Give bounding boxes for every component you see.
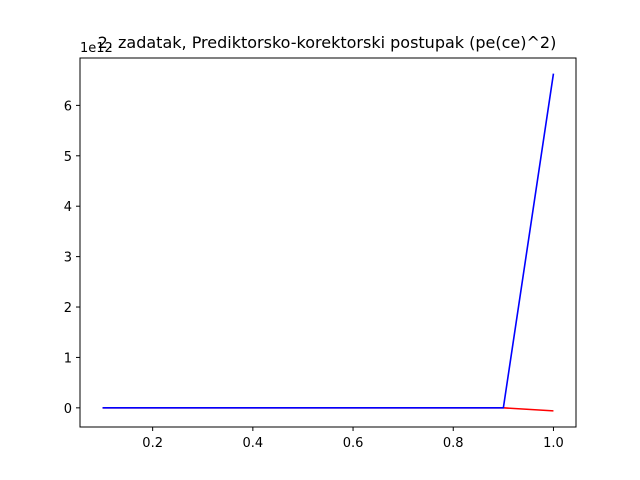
series-line-2 bbox=[102, 73, 555, 409]
chart-title: 2. zadatak, Prediktorsko-korektorski pos… bbox=[98, 33, 557, 52]
x-tick-label: 0.6 bbox=[343, 436, 364, 451]
y-tick-label: 0 bbox=[64, 402, 72, 417]
y-tick-label: 6 bbox=[64, 99, 72, 114]
axes-frame bbox=[79, 57, 577, 428]
y-tick-label: 5 bbox=[64, 150, 72, 165]
y-tick-label: 4 bbox=[64, 200, 72, 215]
y-tick-label: 2 bbox=[64, 301, 72, 316]
x-tick-label: 1.0 bbox=[543, 436, 564, 451]
y-tick-label: 3 bbox=[64, 251, 72, 266]
x-tick-label: 0.4 bbox=[243, 436, 264, 451]
plot-area: 0.2 0.4 0.6 0.8 1.0 0 1 2 3 4 5 6 bbox=[64, 57, 577, 451]
x-tick-label: 0.2 bbox=[142, 436, 163, 451]
y-tick-label: 1 bbox=[64, 351, 72, 366]
x-tick-label: 0.8 bbox=[443, 436, 464, 451]
y-axis-offset-label: 1e12 bbox=[80, 41, 113, 56]
